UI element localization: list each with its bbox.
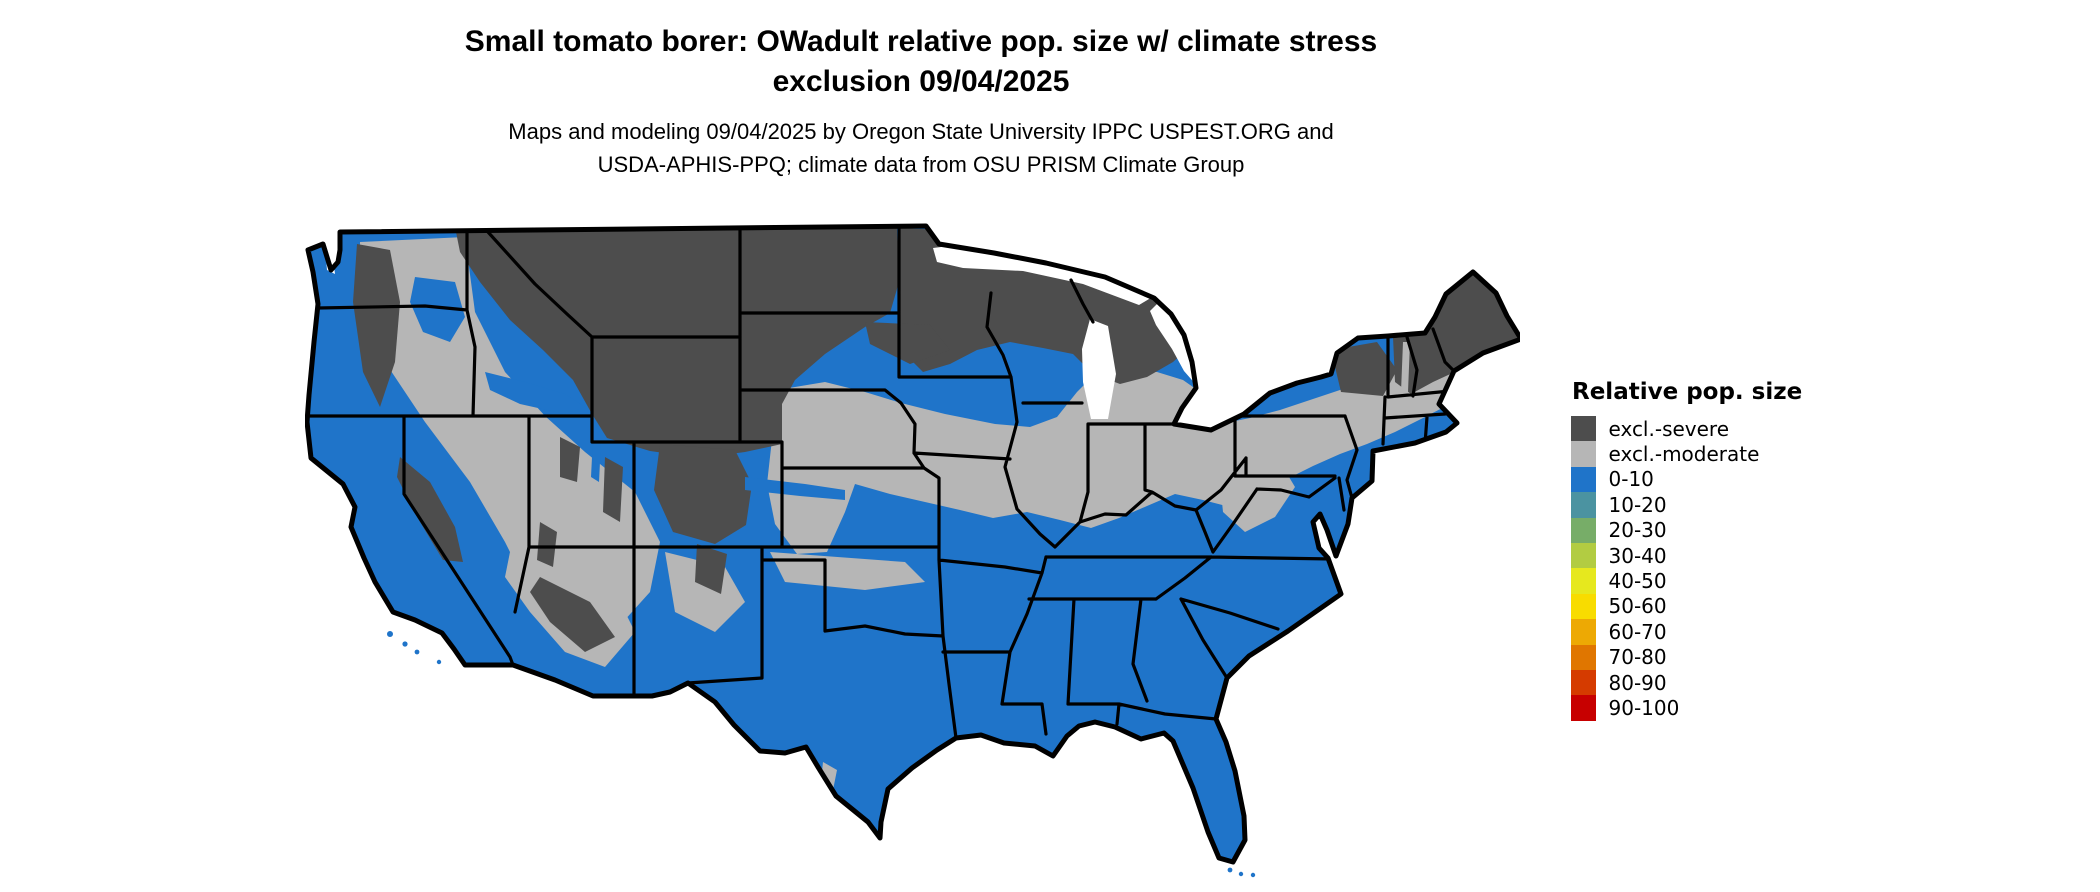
map-subtitle-line1: Maps and modeling 09/04/2025 by Oregon S… (508, 119, 1334, 144)
legend-label: 40-50 (1608, 569, 1667, 594)
map-header: Small tomato borer: OWadult relative pop… (0, 22, 1842, 181)
us-choropleth-map (305, 222, 1520, 882)
legend-label: 10-20 (1608, 492, 1667, 517)
legend-swatch (1571, 695, 1596, 721)
legend-label: 90-100 (1608, 695, 1680, 720)
legend-title: Relative pop. size (1572, 379, 1803, 405)
legend-item: 40-50 (1571, 568, 1891, 594)
legend-swatch (1571, 517, 1596, 543)
legend-swatch (1571, 416, 1596, 442)
legend-item: 0-10 (1571, 466, 1891, 493)
excl-severe-regions (353, 227, 1519, 652)
legend-item: 50-60 (1571, 593, 1891, 620)
legend-swatch (1571, 542, 1596, 569)
legend-swatch (1571, 644, 1596, 670)
lake-superior (933, 239, 1154, 305)
legend-label: 80-90 (1608, 670, 1667, 695)
map-title-line1: Small tomato borer: OWadult relative pop… (464, 25, 1378, 58)
map-subtitle: Maps and modeling 09/04/2025 by Oregon S… (0, 115, 1842, 181)
legend-swatch (1571, 593, 1596, 620)
legend-label: 50-60 (1608, 594, 1667, 619)
excl-moderate-regions (360, 237, 1501, 790)
us-map-svg (305, 223, 1520, 878)
state-borders (308, 226, 1456, 740)
map-legend: Relative pop. size excl.-severe excl.-mod… (1571, 379, 1891, 721)
legend-item: 10-20 (1571, 492, 1891, 518)
legend-item: 70-80 (1571, 644, 1891, 670)
legend-label: 30-40 (1608, 543, 1667, 568)
us-outline (305, 223, 1520, 865)
legend-label: 60-70 (1608, 619, 1667, 644)
legend-item: 80-90 (1571, 669, 1891, 696)
population-pockets (410, 277, 1410, 500)
legend-label: 0-10 (1608, 467, 1654, 492)
offshore-islands (387, 631, 1256, 878)
legend-swatch (1571, 568, 1596, 594)
legend-item: 60-70 (1571, 619, 1891, 645)
legend-label: 20-30 (1608, 518, 1667, 543)
legend-item: 90-100 (1571, 695, 1891, 721)
lake-michigan (1082, 319, 1116, 419)
legend-item: 30-40 (1571, 542, 1891, 569)
map-title: Small tomato borer: OWadult relative pop… (0, 22, 1842, 102)
legend-label: excl.-severe (1608, 416, 1730, 441)
legend-label: 70-80 (1608, 645, 1667, 670)
legend-swatch (1571, 619, 1596, 645)
map-title-line2: exclusion 09/04/2025 (772, 65, 1070, 98)
legend-item: 20-30 (1571, 517, 1891, 543)
legend-swatch (1571, 441, 1596, 467)
legend-swatch (1571, 466, 1596, 493)
legend-swatch (1571, 669, 1596, 696)
legend-rows: excl.-severe excl.-moderate 0-10 10-20 20-30… (1571, 416, 1891, 721)
legend-swatch (1571, 492, 1596, 518)
legend-label: excl.-moderate (1608, 442, 1760, 467)
legend-item: excl.-moderate (1571, 441, 1891, 467)
map-subtitle-line2: USDA-APHIS-PPQ; climate data from OSU PR… (597, 152, 1245, 177)
legend-item: excl.-severe (1571, 416, 1891, 442)
